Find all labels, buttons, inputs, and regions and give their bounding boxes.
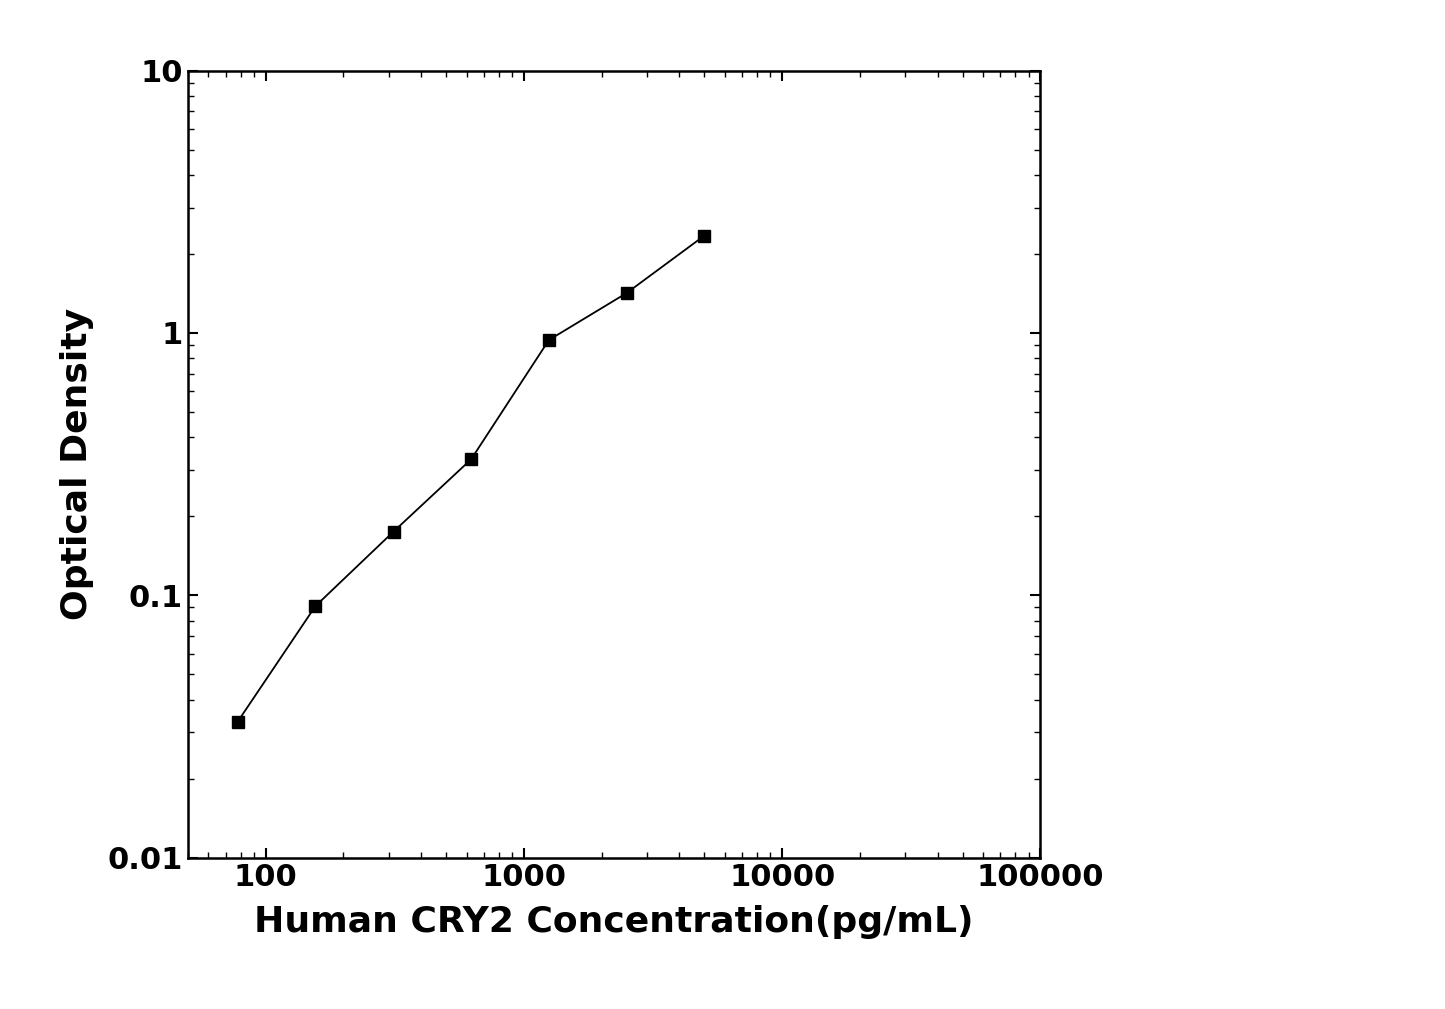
Y-axis label: Optical Density: Optical Density — [59, 308, 94, 621]
X-axis label: Human CRY2 Concentration(pg/mL): Human CRY2 Concentration(pg/mL) — [254, 905, 974, 939]
